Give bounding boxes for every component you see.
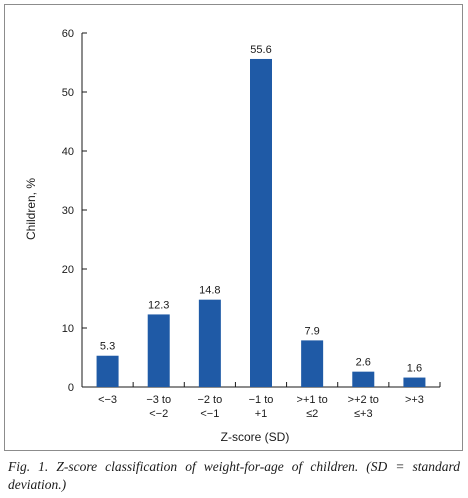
- bar-value-label: 2.6: [356, 357, 371, 369]
- y-tick-label: 30: [62, 205, 74, 217]
- x-tick-label: >+3: [405, 394, 424, 406]
- x-tick-label: >+1 to ≤2: [297, 394, 328, 420]
- bar-value-label: 12.3: [148, 299, 169, 311]
- figure-caption: Fig. 1. Z-score classification of weight…: [8, 459, 460, 492]
- x-tick-label: −2 to <−1: [197, 394, 222, 420]
- x-tick-label: >+2 to ≤+3: [348, 394, 379, 420]
- y-tick-label: 50: [62, 87, 74, 99]
- bar-chart: 0 10 20 30 40 50 60 <−3 −3 to <−2 −2 to <−1 −1 to +1…: [24, 28, 441, 444]
- chart-frame: [4, 4, 463, 451]
- y-axis: 0 10 20 30 40 50 60: [62, 28, 87, 394]
- bar: [198, 299, 221, 387]
- bar-value-label: 1.6: [407, 363, 422, 375]
- y-tick-label: 0: [68, 382, 74, 394]
- bar: [250, 58, 272, 388]
- bar: [403, 377, 426, 387]
- x-axis: <−3 −3 to <−2 −2 to <−1 −1 to +1 >+1 to ≤2 >+2 to…: [82, 382, 441, 420]
- y-tick-label: 60: [62, 28, 74, 40]
- bar-value-label: 5.3: [100, 341, 115, 353]
- y-tick-label: 20: [62, 264, 74, 276]
- y-axis-label: Children, %: [24, 178, 38, 240]
- bar-value-label: 14.8: [199, 285, 220, 297]
- bar-value-label: 55.6: [250, 44, 271, 56]
- bar: [147, 314, 170, 387]
- bar: [301, 340, 324, 387]
- x-tick-label: −3 to <−2: [146, 394, 171, 420]
- y-tick-label: 10: [62, 323, 74, 335]
- bars: 5.3 12.3 14.8 55.6 7.9 2.6 1.6: [96, 44, 426, 388]
- bar: [352, 371, 375, 387]
- bar-value-label: 7.9: [304, 325, 319, 337]
- x-tick-label: <−3: [98, 394, 117, 406]
- x-axis-label: Z-score (SD): [221, 430, 290, 444]
- y-tick-label: 40: [62, 146, 74, 158]
- bar: [96, 355, 119, 387]
- x-tick-label: −1 to +1: [249, 394, 274, 420]
